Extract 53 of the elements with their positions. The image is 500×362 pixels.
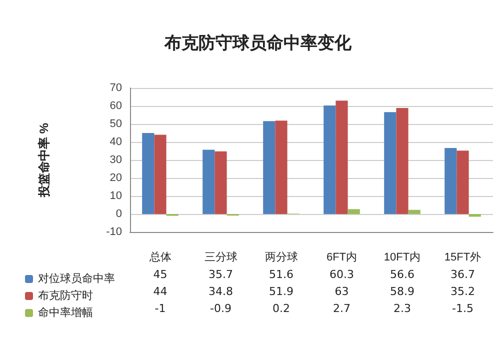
- x-tick-label: 三分球: [204, 250, 238, 264]
- y-tick-label: 0: [116, 208, 122, 220]
- y-axis-title: 投篮命中率 %: [37, 122, 51, 198]
- bar: [263, 121, 276, 214]
- x-tick-label: 10FT内: [384, 250, 421, 264]
- legend-label: 对位球员命中率: [38, 272, 115, 285]
- bar: [336, 100, 348, 214]
- x-tick-label: 两分球: [264, 250, 298, 264]
- bar: [408, 210, 420, 214]
- data-label: 34.8: [208, 285, 233, 298]
- y-tick-label: 20: [110, 172, 122, 184]
- data-label: -1.5: [452, 302, 474, 315]
- data-label: 0.2: [272, 302, 290, 315]
- y-tick-label: 70: [110, 82, 122, 94]
- bar: [202, 150, 215, 214]
- bar: [348, 209, 360, 214]
- data-label: 51.6: [269, 268, 294, 281]
- y-tick-label: 30: [110, 154, 122, 166]
- x-tick-label: 15FT外: [444, 252, 482, 264]
- chart-title: 布克防守球员命中率变化: [164, 34, 352, 54]
- data-label: -1: [154, 302, 166, 315]
- bar: [384, 112, 396, 214]
- data-label: -0.9: [210, 302, 232, 315]
- data-label: 44: [153, 285, 168, 298]
- data-label: 2.3: [394, 302, 411, 315]
- y-tick-label: 50: [110, 118, 122, 130]
- data-label: 56.6: [390, 268, 414, 281]
- bar: [456, 150, 469, 214]
- bar: [468, 214, 481, 217]
- data-label: 45: [153, 268, 168, 281]
- legend-label: 命中率增幅: [38, 306, 93, 319]
- x-tick-label: 6FT内: [326, 250, 358, 264]
- data-label: 2.7: [333, 302, 350, 315]
- legend-label: 布克防守时: [38, 289, 93, 302]
- bar: [444, 148, 457, 214]
- data-label: 58.9: [390, 285, 414, 298]
- data-label: 51.9: [269, 285, 294, 298]
- bar: [396, 108, 408, 214]
- bar: [142, 133, 154, 214]
- x-tick-label: 总体: [148, 250, 172, 264]
- bar: [275, 120, 288, 214]
- bar: [154, 134, 166, 214]
- data-label: 36.7: [450, 268, 475, 281]
- y-tick-label: 40: [110, 136, 122, 148]
- data-label: 63: [334, 285, 349, 298]
- y-tick-label: 60: [110, 100, 122, 112]
- bar: [324, 105, 336, 214]
- data-label: 60.3: [330, 268, 354, 281]
- bar: [214, 151, 227, 214]
- y-tick-label: 10: [110, 190, 122, 202]
- y-tick-label: -10: [106, 226, 122, 238]
- data-label: 35.2: [450, 285, 475, 298]
- data-label: 35.7: [208, 268, 233, 281]
